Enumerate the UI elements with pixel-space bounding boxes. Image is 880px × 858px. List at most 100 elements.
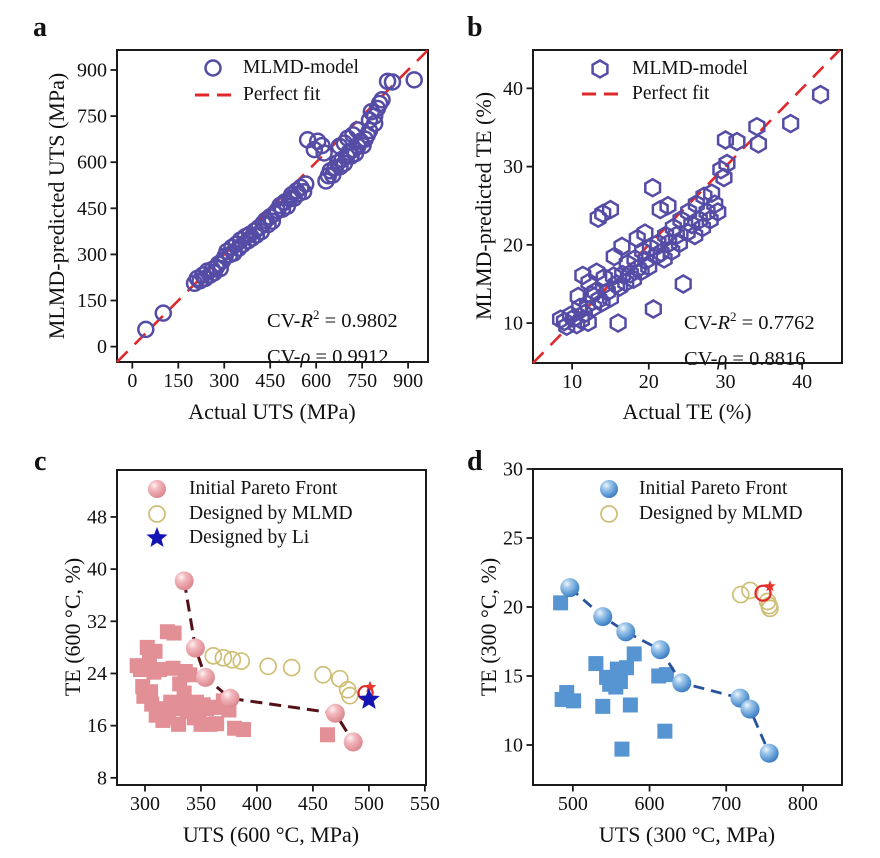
data-point [652, 242, 670, 263]
legend-marker-glyph [195, 93, 231, 96]
legend-marker-glyph [591, 58, 609, 79]
y-tick-label: 300 [77, 244, 107, 266]
data-point [617, 272, 635, 293]
series-designed-by-mlmd [204, 647, 359, 705]
legend-item: MLMD-model [580, 56, 748, 82]
y-tick-label: 32 [87, 611, 107, 633]
legend-label: Initial Pareto Front [639, 477, 788, 499]
data-point [759, 743, 779, 763]
panel-b-label: b [467, 12, 483, 43]
legend-label: MLMD-model [243, 56, 359, 78]
legend-item: Perfect fit [193, 81, 359, 108]
data-point [553, 595, 569, 611]
data-point [667, 225, 685, 246]
data-point [690, 209, 708, 230]
data-point [657, 723, 673, 739]
legend-marker-glyph [148, 504, 166, 523]
data-point [782, 113, 800, 134]
y-axis-title-d: TE (300 °C, %) [476, 557, 501, 697]
x-tick-label: 450 [255, 370, 285, 392]
data-point [330, 669, 349, 688]
panel-c-plot: 300 350 400 450 500 550 8 16 24 32 40 48 [87, 469, 440, 815]
y-tick-label: 900 [77, 59, 107, 81]
x-tick-label: 300 [130, 793, 160, 815]
data-point [154, 304, 173, 322]
data-point [709, 202, 727, 222]
legend-label: Designed by Li [189, 527, 310, 549]
legend-item: Initial Pareto Front [140, 477, 353, 502]
data-point [313, 136, 331, 155]
x-tick-label: 600 [301, 370, 331, 392]
series-optimal-design-circle [754, 584, 772, 602]
data-point [195, 667, 215, 687]
data-point [731, 585, 750, 604]
data-point [622, 697, 638, 713]
x-tick-label: 300 [209, 370, 239, 392]
x-tick-label: 150 [163, 370, 193, 392]
data-point [343, 732, 363, 752]
x-tick-label: 550 [410, 793, 440, 815]
data-point [664, 217, 682, 238]
x-axis-title-a: Actual UTS (MPa) [188, 399, 356, 424]
data-point [319, 727, 335, 743]
data-point [152, 662, 168, 678]
data-point [659, 195, 677, 216]
data-point [644, 299, 662, 319]
x-tick-label: 600 [635, 793, 665, 815]
pareto-sphere-icon [592, 477, 626, 501]
legend-label: Perfect fit [243, 83, 321, 105]
y-tick-label: 24 [87, 663, 107, 685]
data-point [236, 722, 252, 738]
data-point [718, 153, 736, 174]
data-point [601, 199, 620, 220]
legend-item: MLMD-model [193, 54, 359, 81]
data-point [703, 183, 721, 204]
data-point [171, 716, 187, 732]
data-point [370, 94, 389, 113]
legend-marker-glyph [600, 504, 618, 523]
cv-stats-b: CV-R2 = 0.7762 CV-ρ = 0.8816 [684, 302, 815, 374]
legend-label: Perfect fit [632, 83, 710, 105]
data-point [674, 274, 692, 294]
x-tick-label: 350 [186, 793, 216, 815]
series-pareto-front-line [182, 580, 355, 743]
series-mlmd-model-points [137, 71, 423, 339]
data-point [165, 660, 181, 676]
legend-marker-glyph [204, 58, 222, 77]
data-point [600, 479, 618, 498]
y-tick-label: 0 [97, 336, 107, 358]
data-point [686, 225, 704, 246]
data-point [569, 286, 587, 307]
legend-marker-glyph [146, 527, 168, 548]
data-point [568, 314, 586, 335]
y-tick-label: 16 [87, 715, 107, 737]
series-optimal-design-star [363, 680, 377, 693]
legend-item: Designed by MLMD [592, 501, 803, 526]
y-axis-title-a: MLMD-predicted UTS (MPa) [44, 72, 69, 340]
data-point [658, 667, 674, 683]
cv-rho-value: CV-ρ = 0.8816 [684, 347, 806, 370]
x-tick-label: 10 [562, 371, 582, 393]
data-point [148, 504, 166, 523]
cv-r2-value: CV-R2 = 0.7762 [684, 309, 815, 334]
data-point [148, 480, 166, 499]
data-point [405, 71, 423, 89]
data-point [616, 622, 636, 642]
legend-item: Designed by Li [140, 526, 353, 551]
data-point [363, 680, 377, 693]
y-tick-label: 10 [503, 313, 523, 335]
data-point [176, 685, 192, 701]
data-point [605, 246, 623, 267]
legend-item: Perfect fit [580, 82, 748, 108]
series-training-squares [129, 624, 335, 743]
data-point [232, 652, 251, 670]
data-point [373, 91, 391, 109]
y-axis-title-b: MLMD-predicted TE (%) [471, 91, 496, 321]
data-point [706, 194, 724, 215]
y-tick-label: 750 [77, 106, 107, 128]
data-point [740, 699, 760, 719]
x-tick-label: 400 [242, 793, 272, 815]
data-point [314, 665, 332, 684]
dashed-line [182, 580, 355, 743]
